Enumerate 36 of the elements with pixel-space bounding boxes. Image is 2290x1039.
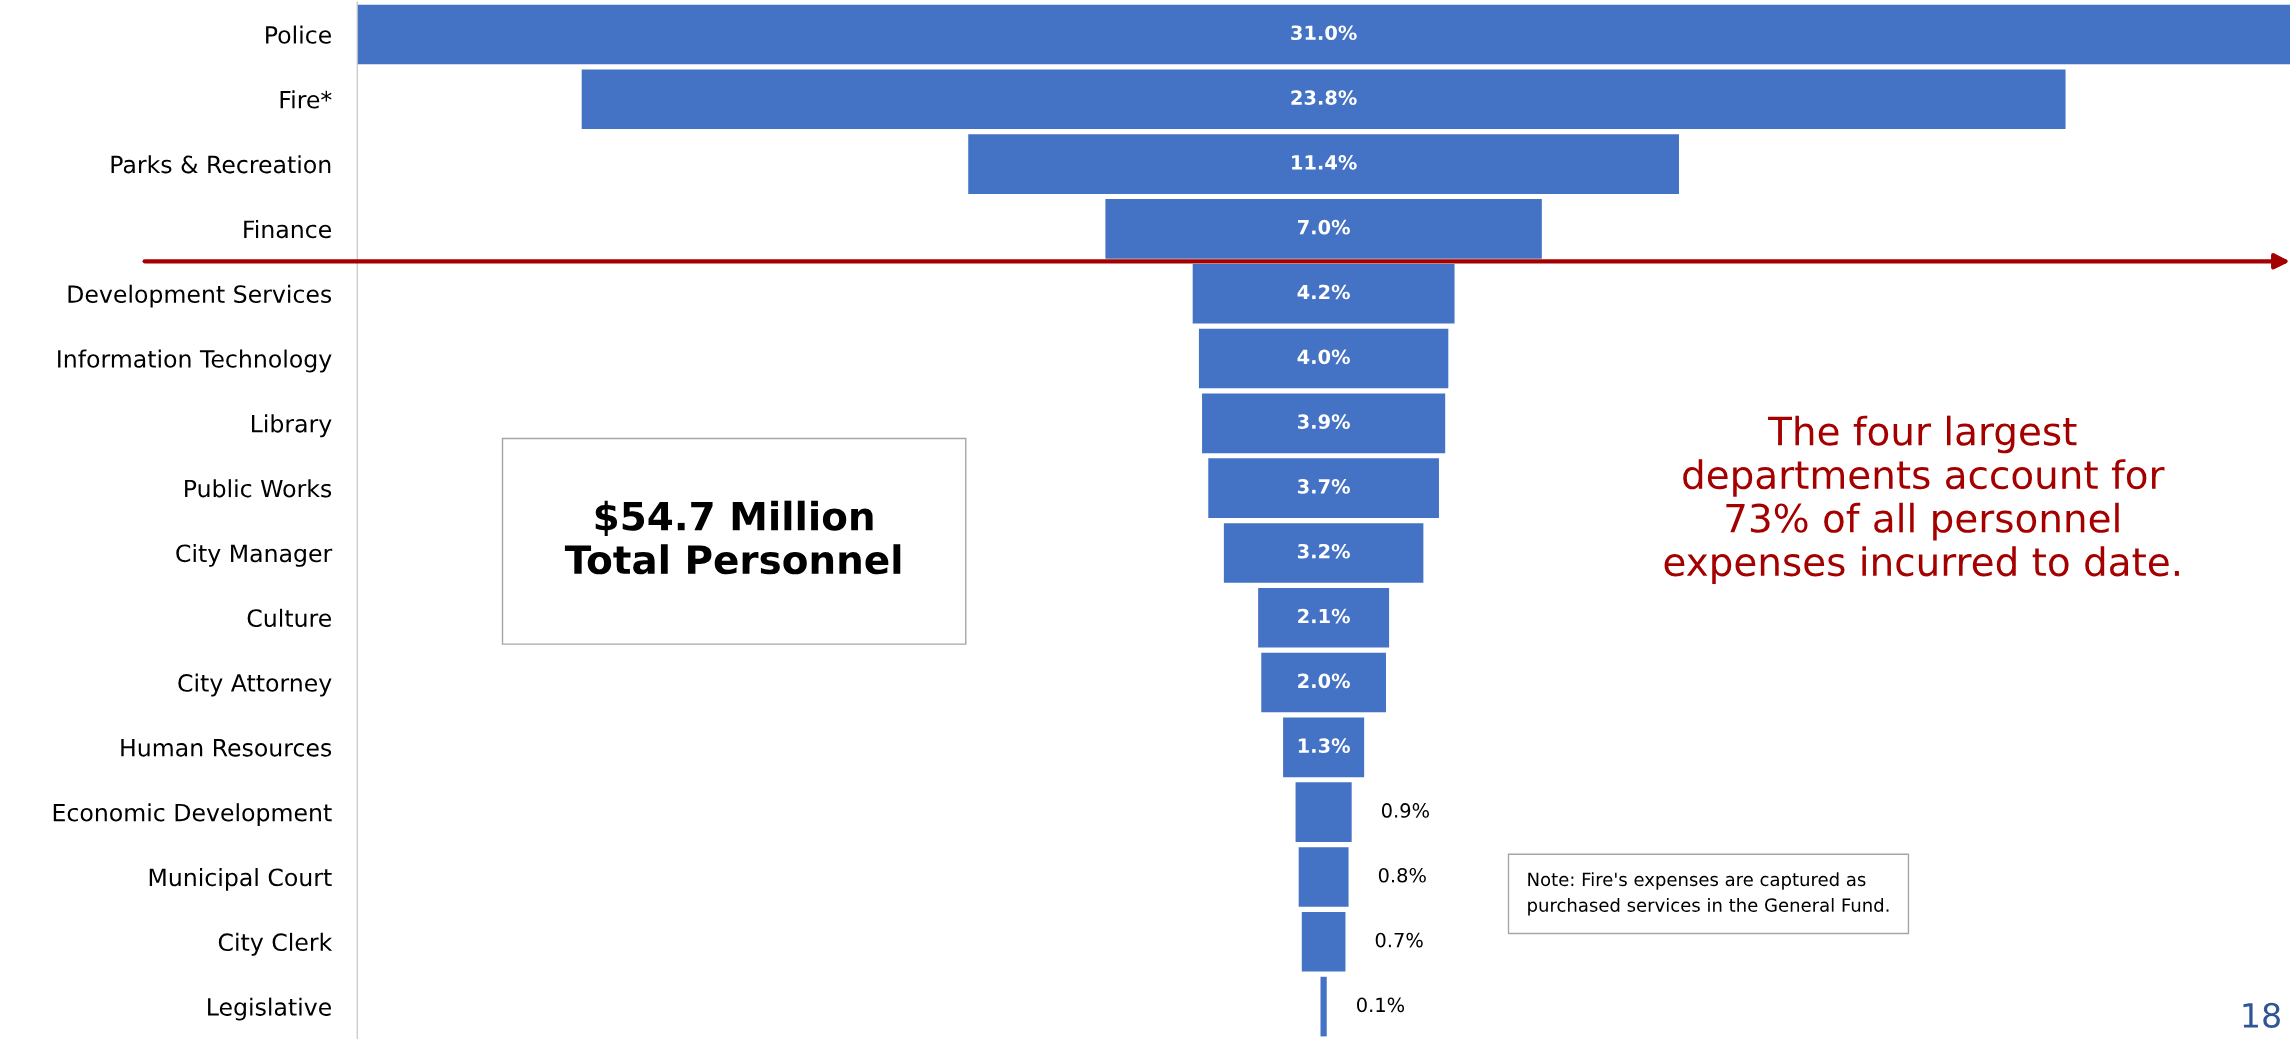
data-label: 1.3% <box>1298 738 1350 754</box>
data-label: 0.1% <box>1357 997 1405 1013</box>
data-label: 3.7% <box>1297 479 1350 494</box>
category-label: Public Works <box>185 479 332 498</box>
data-label: 0.8% <box>1378 867 1426 883</box>
category-label: Finance <box>244 219 331 239</box>
data-label: 0.9% <box>1381 803 1429 818</box>
data-label: 3.9% <box>1297 414 1350 429</box>
category-label: City Manager <box>176 543 333 567</box>
data-label: 31.0% <box>1291 25 1357 41</box>
category-label: Development Services <box>68 284 332 308</box>
category-label: Library <box>252 414 332 438</box>
data-label: 3.2% <box>1297 543 1350 559</box>
text: Note: Fire's expenses are captured as purchased services in the General Fund. <box>1528 872 1889 916</box>
category-label: Information Technology <box>58 349 332 373</box>
category-label: City Clerk <box>218 932 333 956</box>
data-label: 23.8% <box>1291 90 1357 105</box>
data-label: 2.0% <box>1298 673 1350 689</box>
category-label: Municipal Court <box>149 868 332 891</box>
category-label: Legislative <box>208 997 331 1021</box>
text: 18 <box>2243 1002 2280 1028</box>
data-label: 7.0% <box>1297 219 1350 235</box>
category-label: Fire* <box>280 90 332 109</box>
data-label: 11.4% <box>1292 155 1357 170</box>
data-label: 2.1% <box>1298 608 1350 624</box>
category-label: City Attorney <box>178 673 332 697</box>
text: $54.7 Million Total Personnel <box>564 500 901 575</box>
data-label: 4.2% <box>1297 284 1350 300</box>
category-label: Economic Development <box>53 803 332 827</box>
category-label: Human Resources <box>121 739 332 757</box>
data-label: 4.0% <box>1297 349 1350 365</box>
category-label: Culture <box>247 608 331 628</box>
data-label: 0.7% <box>1375 932 1423 948</box>
category-label: Police <box>266 25 331 44</box>
text: The four largest departments account for 73% of all personnel expenses incurred to date. <box>1664 415 2179 584</box>
category-label: Parks & Recreation <box>111 155 331 174</box>
